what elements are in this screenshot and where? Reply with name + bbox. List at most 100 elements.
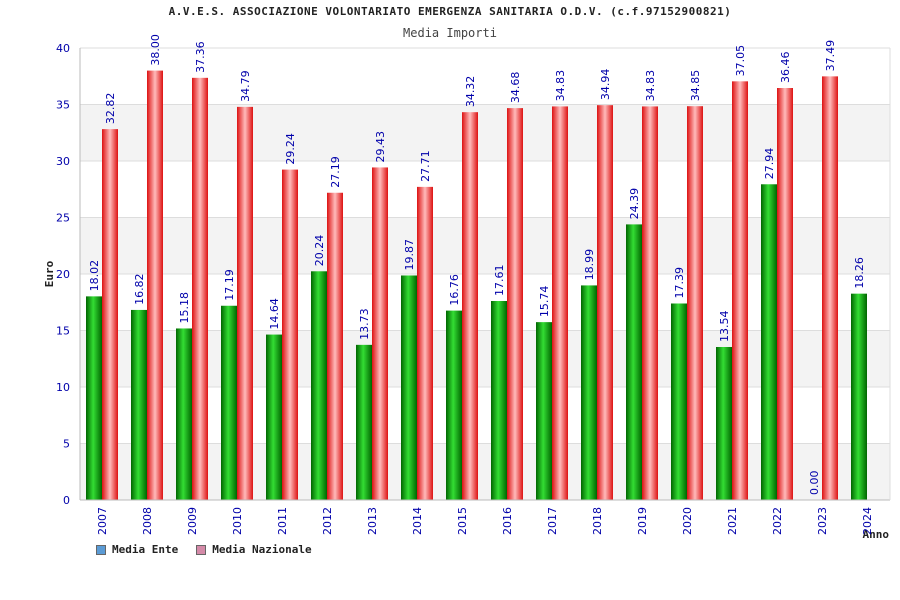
bar-media-ente (266, 334, 282, 500)
data-label-media-nazionale: 29.24 (284, 133, 297, 165)
bar-media-nazionale (102, 129, 118, 500)
data-label-media-ente: 0.00 (808, 471, 821, 496)
legend-swatch-media-nazionale (196, 544, 207, 555)
data-label-media-nazionale: 34.79 (239, 70, 252, 102)
y-tick-label: 10 (56, 381, 70, 394)
bar-media-nazionale (237, 106, 253, 501)
chart-subtitle: Media Importi (403, 26, 497, 40)
x-tick-label: 2018 (591, 507, 604, 535)
data-label-media-ente: 16.76 (448, 274, 461, 306)
legend-item-media-nazionale: Media Nazionale (196, 543, 312, 556)
bar-media-ente (626, 224, 642, 500)
data-label-media-nazionale: 38.00 (149, 34, 162, 66)
data-label-media-nazionale: 34.83 (554, 70, 567, 102)
data-label-media-nazionale: 27.19 (329, 156, 342, 188)
data-label-media-ente: 15.74 (538, 286, 551, 318)
bar-media-ente (851, 293, 867, 500)
bar-media-ente (86, 296, 102, 500)
x-tick-label: 2020 (681, 507, 694, 535)
y-tick-label: 20 (56, 268, 70, 281)
data-label-media-ente: 24.39 (628, 188, 641, 220)
bar-media-ente (131, 309, 147, 500)
legend-item-media-ente: Media Ente (96, 543, 178, 556)
plot-band (80, 104, 890, 161)
x-tick-label: 2012 (321, 507, 334, 535)
data-label-media-ente: 18.99 (583, 249, 596, 281)
data-label-media-nazionale: 29.43 (374, 131, 387, 163)
x-tick-label: 2011 (276, 507, 289, 535)
bar-media-nazionale (417, 186, 433, 500)
x-tick-label: 2024 (861, 507, 874, 535)
bar-media-nazionale (822, 76, 838, 500)
bar-media-ente (356, 344, 372, 500)
chart-title: A.V.E.S. ASSOCIAZIONE VOLONTARIATO EMERG… (168, 5, 732, 18)
y-tick-label: 0 (63, 494, 70, 507)
data-label-media-ente: 18.26 (853, 257, 866, 289)
data-label-media-ente: 17.19 (223, 269, 236, 301)
data-label-media-ente: 14.64 (268, 298, 281, 330)
plot-band (80, 387, 890, 444)
y-tick-label: 35 (56, 99, 70, 112)
y-tick-label: 5 (63, 438, 70, 451)
data-label-media-nazionale: 37.36 (194, 41, 207, 73)
data-label-media-ente: 27.94 (763, 148, 776, 180)
bar-media-ente (671, 303, 687, 500)
x-tick-label: 2023 (816, 507, 829, 535)
data-label-media-ente: 15.18 (178, 292, 191, 324)
bar-media-ente (221, 305, 237, 500)
x-tick-label: 2008 (141, 507, 154, 535)
chart-legend: Media Ente Media Nazionale (96, 543, 312, 556)
x-tick-label: 2014 (411, 507, 424, 535)
bar-media-nazionale (462, 112, 478, 501)
data-label-media-ente: 17.61 (493, 265, 506, 297)
x-tick-label: 2019 (636, 507, 649, 535)
x-tick-label: 2009 (186, 507, 199, 535)
plot-band (80, 217, 890, 274)
bar-media-nazionale (642, 106, 658, 501)
bar-media-ente (311, 271, 327, 500)
bar-media-ente (581, 285, 597, 500)
plot-band (80, 443, 890, 500)
legend-swatch-media-ente (96, 544, 106, 555)
data-label-media-ente: 19.87 (403, 239, 416, 271)
plot-band (80, 330, 890, 387)
x-tick-label: 2016 (501, 507, 514, 535)
data-label-media-nazionale: 27.71 (419, 150, 432, 182)
bar-media-nazionale (777, 88, 793, 500)
data-label-media-nazionale: 32.82 (104, 93, 117, 125)
x-tick-label: 2022 (771, 507, 784, 535)
bar-media-nazionale (282, 169, 298, 500)
data-label-media-ente: 13.54 (718, 310, 731, 342)
y-tick-label: 15 (56, 325, 70, 338)
bar-media-nazionale (372, 167, 388, 501)
y-tick-label: 25 (56, 212, 70, 225)
bar-media-nazionale (597, 105, 613, 500)
data-label-media-nazionale: 36.46 (779, 52, 792, 84)
x-tick-label: 2015 (456, 507, 469, 535)
x-axis-title: Anno (863, 528, 890, 541)
bar-media-nazionale (327, 192, 343, 501)
data-label-media-ente: 18.02 (88, 260, 101, 292)
y-tick-label: 40 (56, 42, 70, 55)
data-label-media-nazionale: 34.68 (509, 72, 522, 104)
x-tick-label: 2013 (366, 507, 379, 535)
x-tick-label: 2017 (546, 507, 559, 535)
plot-band (80, 274, 890, 331)
bar-media-nazionale (507, 108, 523, 500)
x-tick-label: 2007 (96, 507, 109, 535)
bar-media-ente (716, 346, 732, 500)
data-label-media-ente: 16.82 (133, 273, 146, 305)
bar-media-ente (761, 184, 777, 500)
data-label-media-ente: 20.24 (313, 235, 326, 267)
x-tick-label: 2021 (726, 507, 739, 535)
bar-media-nazionale (147, 70, 163, 500)
data-label-media-nazionale: 34.83 (644, 70, 657, 102)
bar-media-nazionale (687, 106, 703, 500)
data-label-media-ente: 13.73 (358, 308, 371, 340)
plot-band (80, 48, 890, 105)
bar-media-ente (176, 328, 192, 500)
bar-media-nazionale (732, 81, 748, 501)
data-label-media-nazionale: 37.49 (824, 40, 837, 72)
bar-media-ente (491, 301, 507, 500)
